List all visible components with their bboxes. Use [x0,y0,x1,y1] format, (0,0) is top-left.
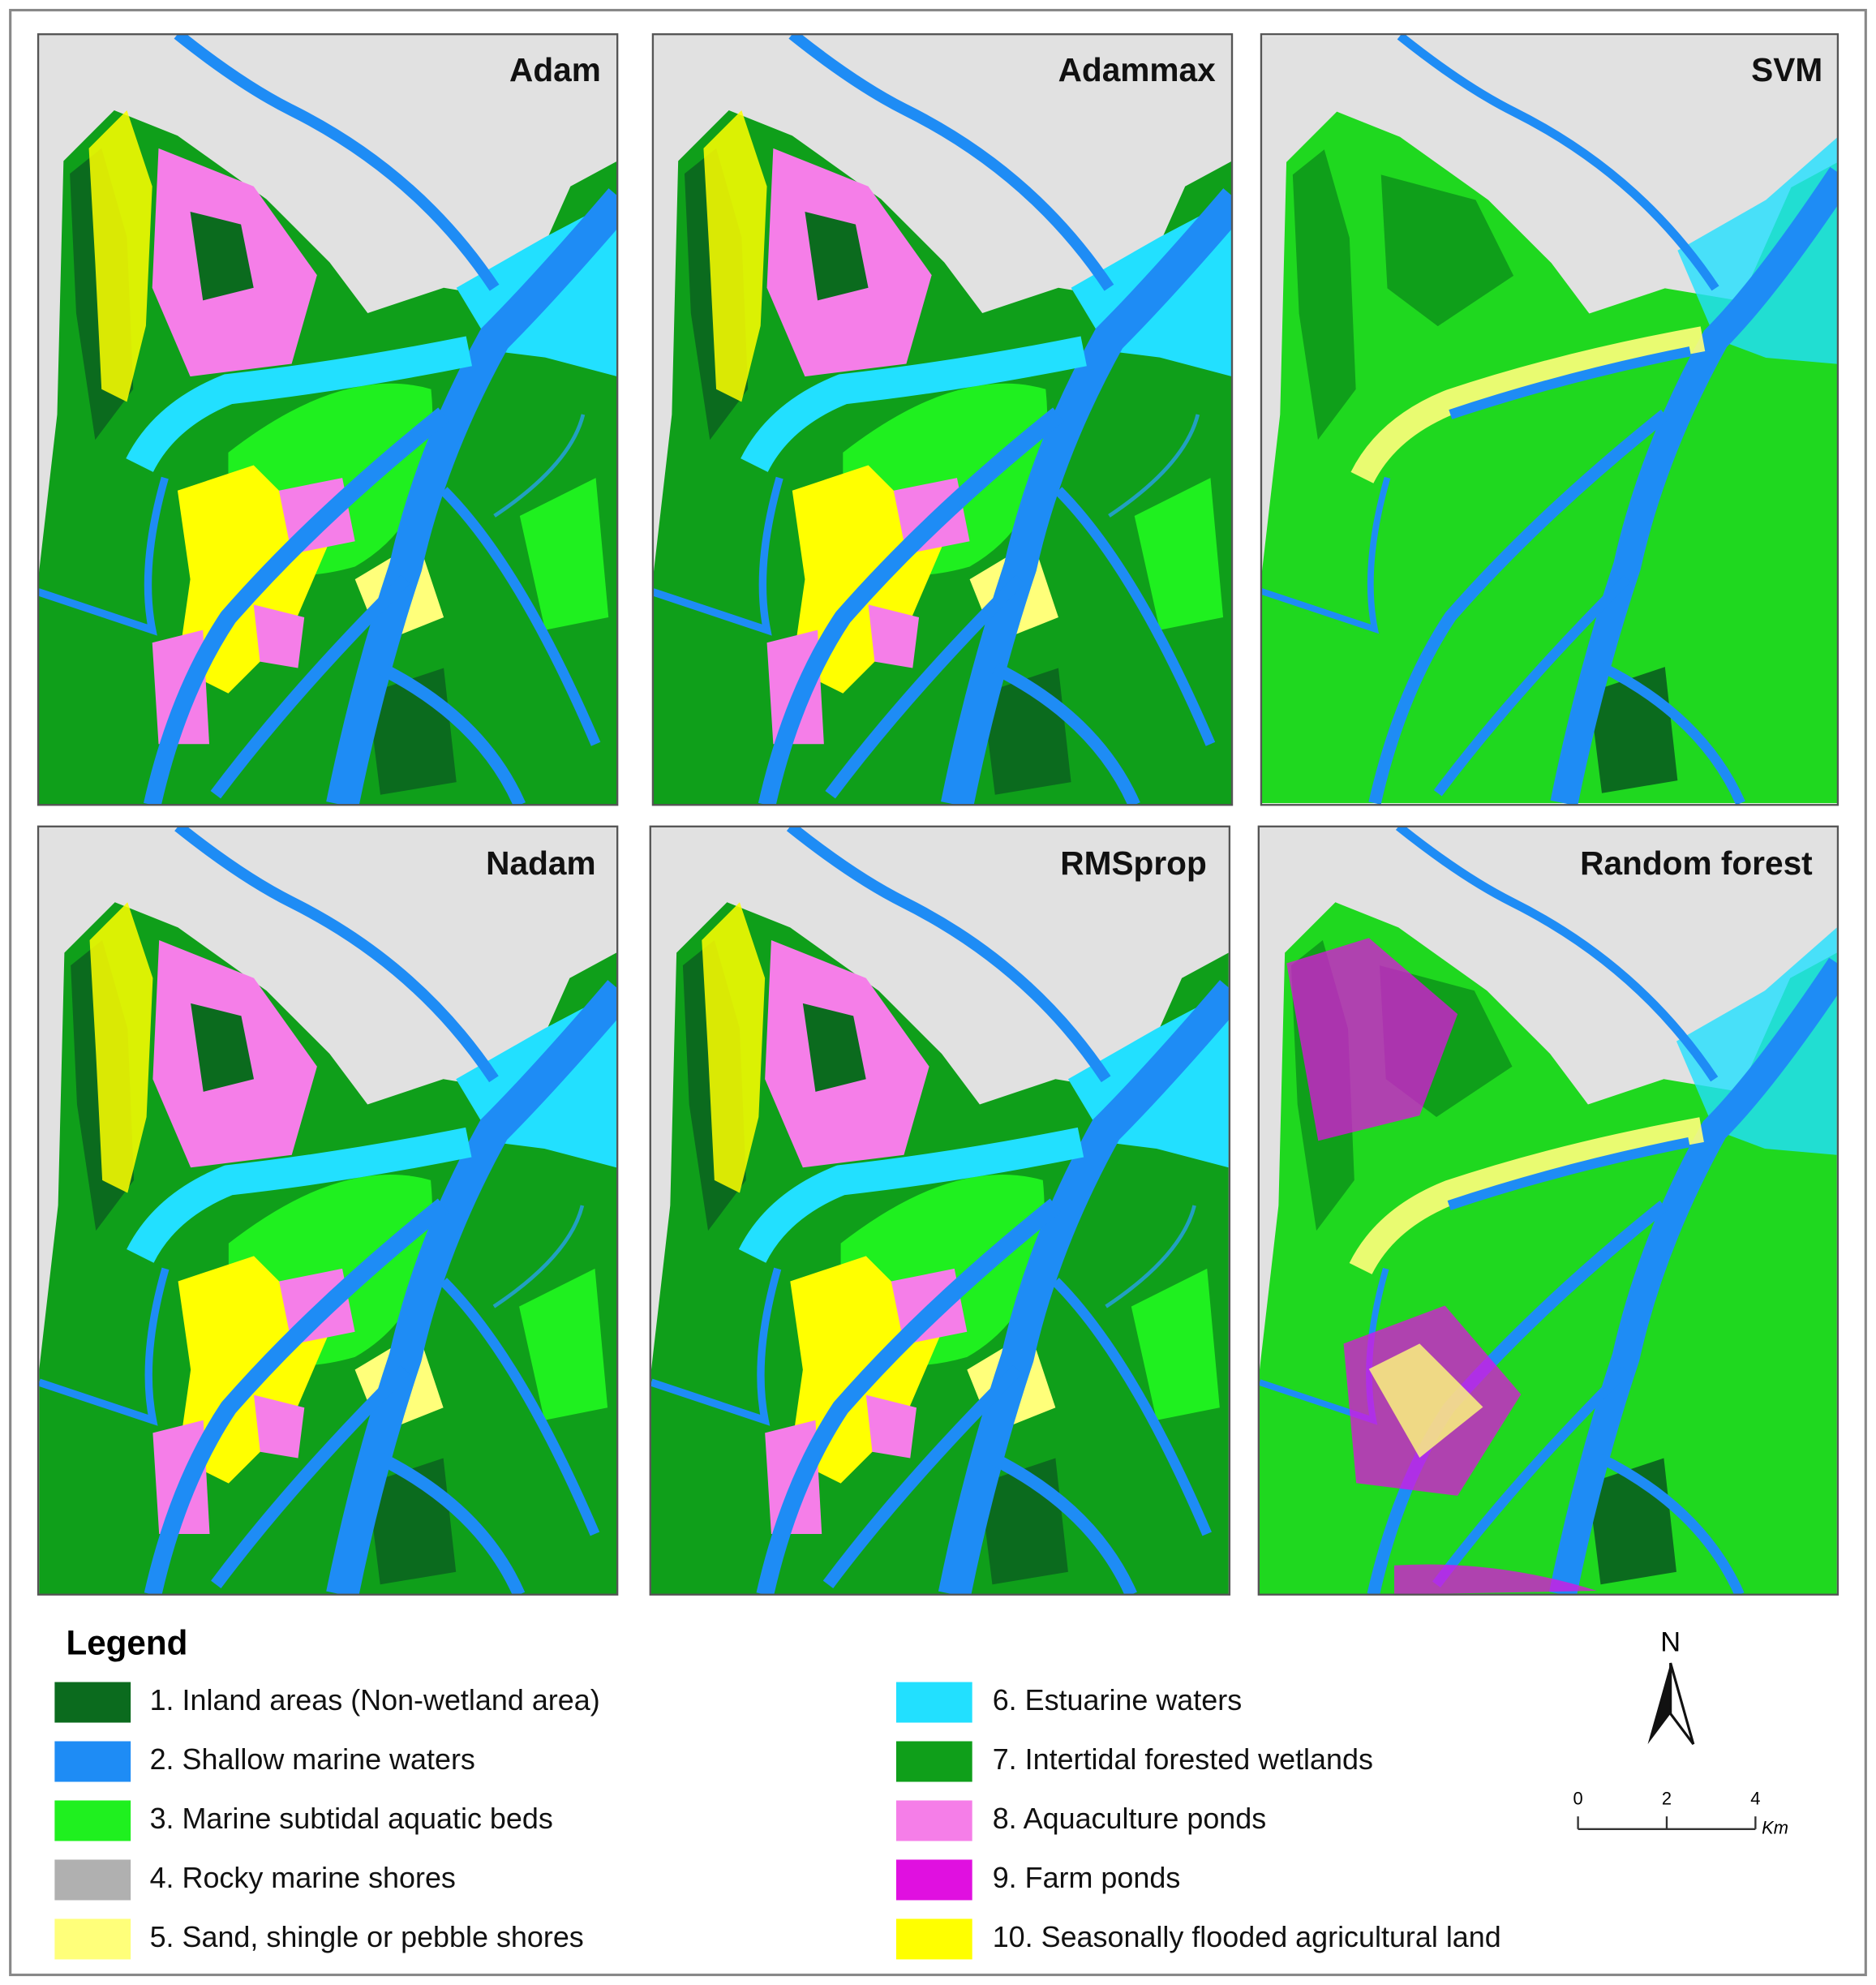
map-panel: Nadam [36,825,619,1596]
legend-label: 2. Shallow marine waters [150,1742,475,1776]
legend-swatch [895,1918,972,1960]
north-label: N [1660,1627,1681,1658]
legend-label: 6. Estuarine waters [993,1683,1242,1716]
legend-swatch [54,1918,131,1960]
legend-swatch [54,1682,131,1723]
legend-swatch [895,1682,972,1723]
scale-label: 2 [1662,1789,1672,1809]
panel-title: Random forest [1580,844,1813,882]
legend-label: 5. Sand, shingle or pebble shores [150,1920,584,1953]
scale-bar: 0 2 4 Km [1573,1789,1788,1838]
scale-label: 0 [1573,1789,1583,1809]
legend-title: Legend [66,1623,187,1661]
legend-label: 4. Rocky marine shores [150,1861,456,1894]
panel-title: Adam [509,51,601,88]
legend-swatch [54,1859,131,1901]
scale-label: 4 [1750,1789,1760,1809]
map-panel: Random forest [1257,825,1840,1596]
legend-label: 1. Inland areas (Non-wetland area) [150,1683,600,1716]
north-arrow: N [1647,1627,1695,1746]
map-panel: Adammax [651,33,1234,806]
legend-swatch [54,1800,131,1841]
scale-unit: Km [1762,1818,1788,1838]
panel-title: SVM [1751,51,1822,88]
panel-title: RMSprop [1060,844,1206,882]
legend-label: 7. Intertidal forested wetlands [993,1742,1373,1776]
panel-title: Adammax [1058,51,1217,88]
legend-swatch [895,1800,972,1841]
legend-label: 8. Aquaculture ponds [993,1802,1267,1835]
legend-label: 10. Seasonally flooded agricultural land [993,1920,1501,1953]
panel-title: Nadam [486,844,595,882]
map-panel: SVM [1260,33,1840,806]
legend-label: 3. Marine subtidal aquatic beds [150,1802,553,1835]
map-panel: Adam [36,33,619,806]
legend: 1. Inland areas (Non-wetland area) 2. Sha… [54,1682,1501,1960]
legend-label: 9. Farm ponds [993,1861,1181,1894]
legend-swatch [895,1741,972,1782]
map-panel: RMSprop [649,825,1231,1596]
legend-swatch [54,1741,131,1782]
legend-swatch [895,1859,972,1901]
